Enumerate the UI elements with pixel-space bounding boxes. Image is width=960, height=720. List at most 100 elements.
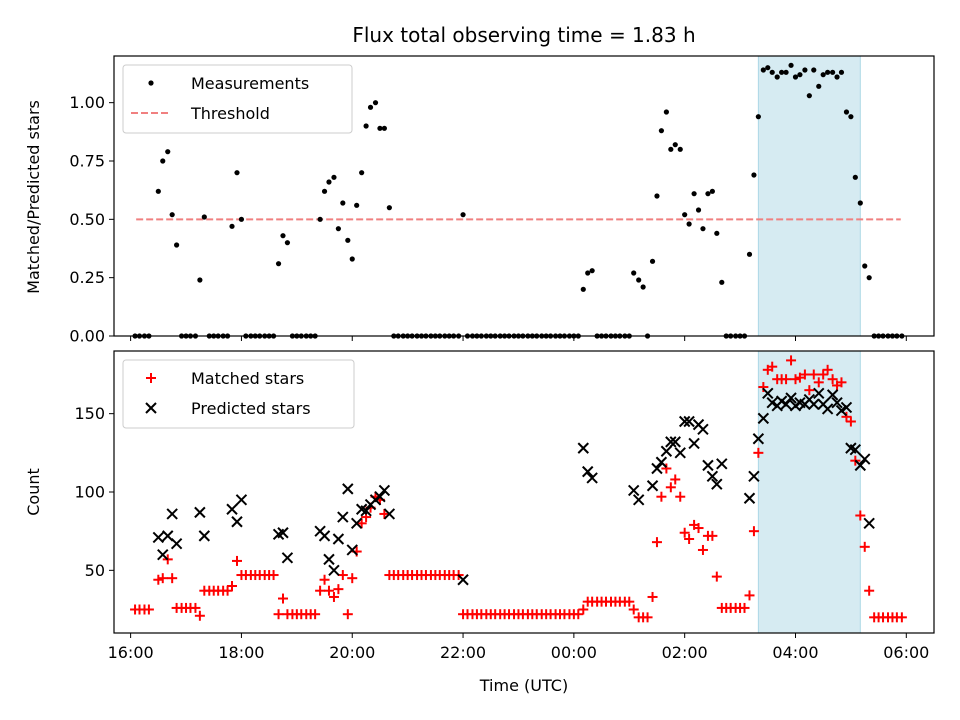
matched-star-point [315, 585, 326, 596]
matched-star-point [227, 581, 238, 591]
predicted-star-point [166, 508, 178, 520]
highlight-span [757, 350, 861, 634]
predicted-star-point [346, 544, 358, 556]
measurement-point [802, 67, 808, 73]
measurement-point [788, 62, 794, 68]
predicted-star-point [702, 459, 714, 472]
predicted-star-point [360, 505, 372, 517]
measurement-point [359, 170, 365, 176]
matched-star-point [624, 596, 635, 607]
legend: Measurements Threshold [122, 64, 353, 134]
predicted-star-point [711, 478, 723, 490]
predicted-star-point [766, 396, 778, 409]
bottom-y-axis-label: Count [24, 468, 43, 516]
matched-star-point [896, 612, 907, 623]
matched-star-point [744, 590, 755, 601]
matched-star-point [684, 534, 695, 544]
measurement-point [155, 188, 161, 194]
predicted-star-point [328, 564, 340, 577]
predicted-star-point [674, 447, 686, 459]
measurement-point [238, 216, 245, 222]
measurement-point [229, 223, 235, 229]
predicted-star-point [854, 459, 867, 472]
highlight-span [757, 55, 861, 337]
matched-star-point [864, 585, 875, 596]
predicted-star-point [383, 508, 396, 520]
x-tick-label: 16:00 [108, 643, 154, 662]
measurement-point [751, 172, 757, 178]
measurement-point [866, 275, 872, 281]
measurement-point [377, 125, 383, 131]
predicted-star-point [457, 574, 469, 586]
predicted-star-point [378, 484, 391, 497]
series-predicted-stars [152, 387, 875, 586]
measurement-point [160, 158, 166, 164]
matched-star-point [845, 416, 856, 427]
matched-star-point [190, 602, 201, 613]
measurement-point [820, 72, 826, 78]
matched-star-point [675, 491, 686, 502]
predicted-star-point [748, 470, 760, 483]
predicted-star-point [651, 462, 663, 475]
measurement-point [345, 237, 351, 243]
measurement-point [792, 74, 799, 80]
y-tick-label: 1.00 [69, 93, 105, 112]
matched-star-point [651, 537, 662, 548]
x-tick-label: 18:00 [218, 643, 264, 662]
measurement-point [386, 205, 392, 211]
matched-star-point [859, 541, 870, 552]
measurement-point [663, 109, 669, 115]
predicted-star-point [582, 465, 594, 478]
legend-box [122, 64, 353, 134]
measurement-point [326, 179, 332, 185]
y-tick-label: 0.00 [69, 327, 105, 346]
matched-star-point [818, 369, 829, 380]
top-y-axis-label: Matched/Predicted stars [24, 100, 43, 294]
matched-star-point [328, 591, 339, 602]
predicted-star-point [762, 387, 774, 400]
x-tick-label: 02:00 [662, 643, 708, 662]
predicted-star-point [235, 494, 248, 506]
predicted-star-point [678, 415, 691, 428]
matched-star-point [790, 374, 801, 385]
measurement-point [372, 100, 379, 106]
predicted-star-point [660, 445, 673, 457]
predicted-star-point [586, 472, 598, 484]
measurement-point [585, 270, 591, 276]
y-tick-label: 50 [85, 561, 105, 580]
measurement-point [340, 200, 346, 206]
measurement-point [636, 277, 642, 283]
measurement-point [700, 226, 706, 232]
matched-star-point [808, 369, 819, 380]
legend: Matched stars Predicted stars [122, 359, 355, 429]
y-tick-label: 100 [74, 483, 105, 502]
x-tick-label: 04:00 [772, 643, 818, 662]
predicted-star-point [194, 506, 206, 519]
predicted-star-point [831, 396, 843, 409]
matched-star-point [711, 571, 722, 582]
measurement-point [852, 174, 858, 180]
measurement-point [838, 69, 845, 75]
predicted-star-point [840, 401, 853, 414]
predicted-star-point [669, 436, 681, 448]
legend-entry-label: Predicted stars [191, 399, 311, 418]
matched-star-point [347, 573, 358, 584]
matched-star-point [781, 374, 792, 385]
predicted-star-point [646, 480, 659, 492]
measurement-point [234, 170, 240, 176]
matched-star-point [739, 602, 750, 613]
measurement-point [760, 67, 766, 73]
predicted-star-point [757, 412, 770, 425]
matched-star-point [273, 609, 284, 620]
predicted-star-point [332, 533, 345, 545]
matched-star-point [758, 382, 769, 393]
matched-star-point [670, 474, 681, 485]
matched-star-point [855, 510, 866, 521]
measurement-point [834, 74, 840, 80]
matched-star-point [836, 377, 847, 388]
measurement-point [848, 114, 854, 120]
predicted-star-point [655, 456, 668, 468]
measurement-point [589, 268, 595, 274]
matched-star-point [342, 609, 353, 620]
